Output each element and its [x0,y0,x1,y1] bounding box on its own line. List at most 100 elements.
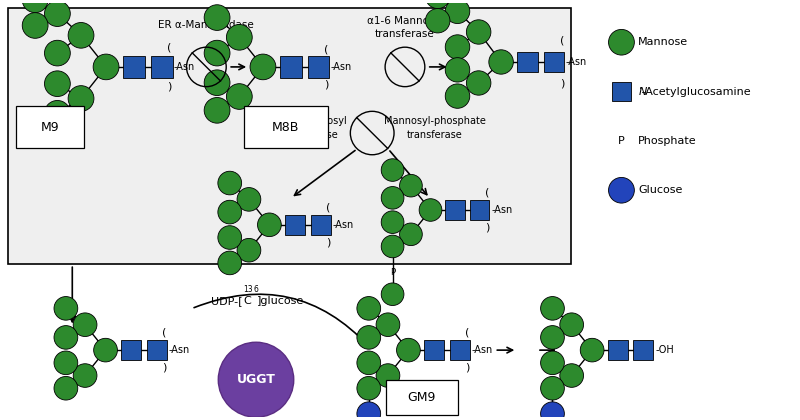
Circle shape [609,29,634,55]
Bar [280,56,302,78]
Circle shape [541,376,564,400]
Text: (: ( [162,327,167,337]
Bar [308,56,330,78]
Text: transferase: transferase [375,29,435,39]
Text: (: ( [466,327,470,337]
Circle shape [218,251,242,275]
Circle shape [204,5,230,30]
Bar [608,340,628,360]
Text: ER α-Mannosidase: ER α-Mannosidase [158,21,254,31]
Text: M8B: M8B [272,121,299,134]
Circle shape [541,402,564,420]
Bar [470,200,489,220]
Text: ): ) [486,223,490,233]
Text: (: ( [326,202,330,212]
Circle shape [489,50,514,74]
Text: α1-6 Mannosyl: α1-6 Mannosyl [366,16,443,26]
Circle shape [446,35,470,59]
Circle shape [237,239,261,262]
Circle shape [399,223,422,246]
Text: ]glucose: ]glucose [257,296,304,306]
Circle shape [204,97,230,123]
FancyBboxPatch shape [244,106,327,148]
Circle shape [68,86,94,111]
Text: N: N [638,87,646,97]
Circle shape [218,226,242,249]
Bar [121,340,141,360]
Circle shape [204,40,230,66]
Circle shape [218,200,242,224]
Text: M9: M9 [41,121,60,134]
Circle shape [22,0,48,13]
Text: P: P [390,268,395,277]
Circle shape [22,13,48,38]
Text: -Asn: -Asn [169,345,190,355]
Text: ): ) [560,79,564,89]
Text: transferase: transferase [282,130,338,140]
Circle shape [94,339,118,362]
Bar [146,340,166,360]
Text: Phosphate: Phosphate [638,136,697,146]
Circle shape [237,188,261,211]
Bar [450,340,470,360]
Circle shape [45,71,70,97]
Circle shape [376,364,400,387]
Circle shape [357,376,381,400]
Text: ): ) [466,363,470,373]
Text: C: C [243,296,251,306]
Circle shape [382,283,404,305]
Bar [543,52,564,72]
Text: Mannose: Mannose [638,37,689,47]
Bar [424,340,444,360]
Text: -Asn: -Asn [491,205,513,215]
Bar [612,82,631,101]
Text: P: P [618,136,625,146]
Circle shape [376,313,400,336]
Circle shape [357,326,381,349]
Text: GM9: GM9 [408,391,436,404]
Text: transferase: transferase [407,130,462,140]
Text: (: ( [167,42,172,52]
Text: UGGT: UGGT [237,373,275,386]
Circle shape [93,54,119,80]
Text: (: ( [486,187,490,197]
Circle shape [446,84,470,108]
Circle shape [609,177,634,203]
Bar [634,340,654,360]
Circle shape [446,0,470,24]
Text: -Asn: -Asn [471,345,493,355]
Circle shape [419,199,442,221]
Circle shape [73,364,97,387]
Bar [123,56,145,78]
Circle shape [397,339,420,362]
Text: (: ( [560,35,564,45]
Circle shape [560,364,583,387]
Circle shape [357,297,381,320]
Circle shape [54,326,78,349]
Circle shape [258,213,282,236]
Circle shape [357,402,381,420]
Circle shape [73,313,97,336]
Circle shape [54,297,78,320]
Bar [446,200,465,220]
Text: Mannosyl-phosphate: Mannosyl-phosphate [384,116,486,126]
Text: α1-3 Mannosyl: α1-3 Mannosyl [274,116,346,126]
Circle shape [45,100,70,126]
Text: ): ) [324,80,329,90]
Text: 13: 13 [243,285,253,294]
Text: 6: 6 [253,285,258,294]
Circle shape [426,0,450,8]
Circle shape [226,84,252,109]
Circle shape [218,342,294,417]
Circle shape [560,313,583,336]
Text: ): ) [167,81,172,92]
Bar [310,215,330,235]
Circle shape [218,171,242,195]
Text: ): ) [326,238,330,247]
FancyBboxPatch shape [16,106,84,148]
Circle shape [426,8,450,33]
Circle shape [541,351,564,375]
Circle shape [541,326,564,349]
FancyBboxPatch shape [8,8,571,264]
Bar [150,56,173,78]
